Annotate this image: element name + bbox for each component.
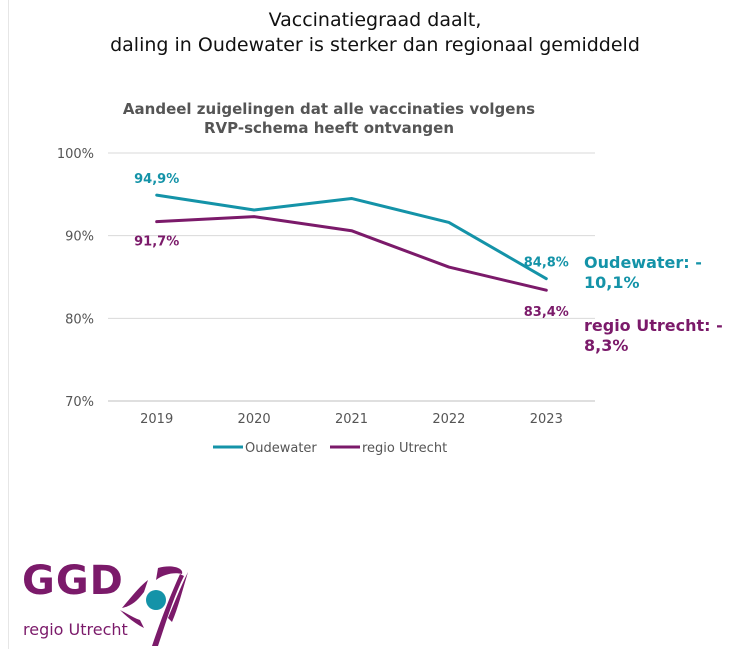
legend-label: Oudewater [245,441,317,456]
headline-line-1: Vaccinatiegraad daalt, [268,9,482,31]
legend-label: regio Utrecht [362,441,447,456]
data-label: 94,9% [134,172,179,187]
line-chart: Aandeel zuigelingen dat alle vaccinaties… [57,100,595,456]
data-label: 91,7% [134,235,179,250]
callout-regio-line-1: regio Utrecht: - [584,316,723,335]
y-tick-label: 70% [65,395,94,410]
x-tick-label: 2023 [530,412,563,427]
x-tick-label: 2020 [238,412,271,427]
callout-regio-utrecht: regio Utrecht: - 8,3% [584,316,723,356]
y-tick-label: 100% [57,147,94,162]
callout-oudewater-line-2: 10,1% [584,273,640,292]
gridlines [108,152,595,402]
x-tick-label: 2021 [335,412,368,427]
y-axis-ticks: 70% 80% 90% 100% [57,147,94,410]
x-axis-ticks: 2019 2020 2021 2022 2023 [140,412,563,427]
left-border [8,0,9,649]
data-label: 84,8% [524,256,569,271]
logo-ggd-text: GGD [22,558,124,604]
x-tick-label: 2019 [140,412,173,427]
callout-oudewater: Oudewater: - 10,1% [584,253,702,293]
callout-oudewater-line-1: Oudewater: - [584,253,702,272]
y-tick-label: 90% [65,230,94,245]
chart-title-line-1: Aandeel zuigelingen dat alle vaccinaties… [123,100,535,118]
legend: Oudewater regio Utrecht [213,441,447,456]
y-tick-label: 80% [65,312,94,327]
series-line-regio-utrecht [155,215,548,292]
data-label: 83,4% [524,305,569,320]
series-lines [155,193,548,292]
logo-figure-icon [120,566,188,646]
x-tick-label: 2022 [432,412,465,427]
chart-title-line-2: RVP-schema heeft ontvangen [204,119,454,137]
ggd-logo: GGD regio Utrecht [22,558,222,648]
logo-subtitle: regio Utrecht [23,620,128,639]
headline: Vaccinatiegraad daalt, daling in Oudewat… [0,8,750,58]
data-labels: 94,9% 84,8% 91,7% 83,4% [134,172,569,320]
series-line-oudewater [155,193,548,281]
headline-line-2: daling in Oudewater is sterker dan regio… [110,34,640,56]
callout-regio-line-2: 8,3% [584,336,629,355]
